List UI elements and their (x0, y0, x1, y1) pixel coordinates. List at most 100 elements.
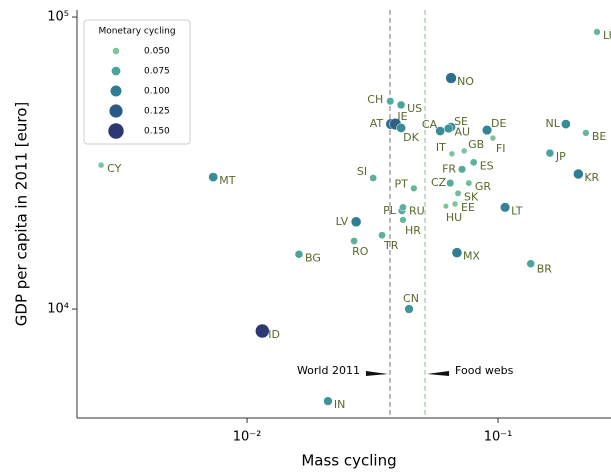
data-point (396, 100, 406, 110)
data-point (454, 189, 462, 197)
legend-title: Monetary cycling (98, 27, 175, 37)
point-label: IN (334, 398, 345, 411)
data-point (410, 184, 418, 193)
data-point (481, 125, 493, 136)
point-label: SI (357, 165, 367, 178)
point-label: RO (352, 245, 369, 258)
data-point (451, 247, 463, 258)
data-point (465, 179, 473, 187)
data-point (378, 231, 386, 240)
point-label: TR (383, 239, 399, 252)
point-label: BG (305, 251, 321, 264)
legend-marker (111, 66, 121, 76)
point-label: ES (480, 159, 494, 172)
annotation-arrow (427, 371, 450, 376)
data-point (399, 216, 407, 224)
point-label: JP (555, 150, 566, 163)
y-tick-label: 10⁵ (47, 10, 69, 25)
x-tick-label: 10⁻¹ (484, 430, 513, 445)
legend-label: 0.125 (144, 107, 170, 117)
data-point (404, 304, 414, 314)
legend-marker (112, 47, 120, 55)
data-point (573, 168, 584, 180)
x-axis-label: Mass cycling (301, 452, 396, 470)
point-label: BE (592, 130, 607, 143)
point-label: BR (537, 263, 553, 276)
point-label: LT (511, 204, 523, 217)
point-label: EE (461, 201, 475, 214)
data-point (97, 161, 105, 169)
point-label: PL (383, 204, 397, 217)
point-label: SE (454, 115, 468, 128)
legend-marker (109, 104, 123, 118)
data-point (593, 28, 601, 36)
legend-label: 0.150 (144, 127, 170, 137)
legend-label: 0.100 (144, 87, 170, 97)
x-tick-label: 10⁻² (233, 430, 262, 445)
legend-marker (108, 123, 124, 139)
data-point (460, 147, 468, 155)
legend-label: 0.050 (144, 47, 170, 57)
point-label: CN (403, 292, 419, 305)
point-label: FI (496, 142, 506, 155)
data-point (582, 129, 590, 137)
point-label: FR (442, 162, 456, 175)
legend-label: 0.075 (144, 67, 170, 77)
data-point (526, 259, 535, 268)
data-point (446, 179, 455, 188)
point-label: MX (463, 250, 480, 263)
data-point (208, 172, 219, 182)
point-label: GR (475, 180, 492, 193)
point-label: IT (436, 141, 446, 154)
data-point (396, 123, 406, 133)
data-point (369, 174, 378, 182)
point-label: AT (370, 117, 384, 130)
data-point (294, 250, 304, 259)
point-label: GB (468, 138, 484, 151)
point-label: CA (422, 118, 438, 131)
data-point (443, 123, 454, 134)
point-label: AU (455, 126, 471, 139)
data-point (323, 396, 333, 406)
data-point (442, 203, 449, 210)
data-point (500, 202, 511, 213)
y-axis-label: GDP per capita in 2011 [euro] (13, 102, 31, 326)
data-point (458, 165, 467, 174)
point-label: LU (603, 29, 611, 42)
legend-marker (110, 85, 122, 97)
data-point (489, 134, 497, 142)
point-label: CY (107, 162, 121, 175)
point-label: NO (457, 75, 474, 88)
point-label: ID (268, 328, 280, 341)
point-label: DK (403, 131, 419, 144)
point-label: CZ (431, 176, 447, 189)
data-point (350, 216, 362, 228)
annotation: Food webs (455, 364, 514, 377)
data-point (399, 203, 407, 212)
data-point (350, 237, 358, 245)
point-label: KR (584, 171, 599, 184)
point-label: PT (395, 177, 409, 190)
point-label: DE (491, 117, 506, 130)
point-label: IE (397, 110, 407, 123)
point-label: MT (219, 174, 235, 187)
point-label: HU (446, 211, 462, 224)
data-point (255, 323, 270, 339)
data-point (451, 200, 459, 208)
y-tick-label: 10⁴ (47, 302, 69, 317)
point-label: CH (367, 93, 383, 106)
data-point (469, 158, 478, 167)
legend-box (83, 19, 191, 145)
point-label: NL (546, 117, 561, 130)
data-point (561, 119, 571, 129)
data-point (386, 97, 395, 106)
point-label: RU (409, 204, 425, 217)
annotation: World 2011 (297, 364, 360, 377)
point-label: SK (464, 190, 479, 203)
point-label: LV (336, 215, 349, 228)
data-point (545, 148, 555, 158)
point-label: HR (405, 224, 421, 237)
data-point (445, 72, 457, 84)
point-label: US (407, 102, 422, 115)
